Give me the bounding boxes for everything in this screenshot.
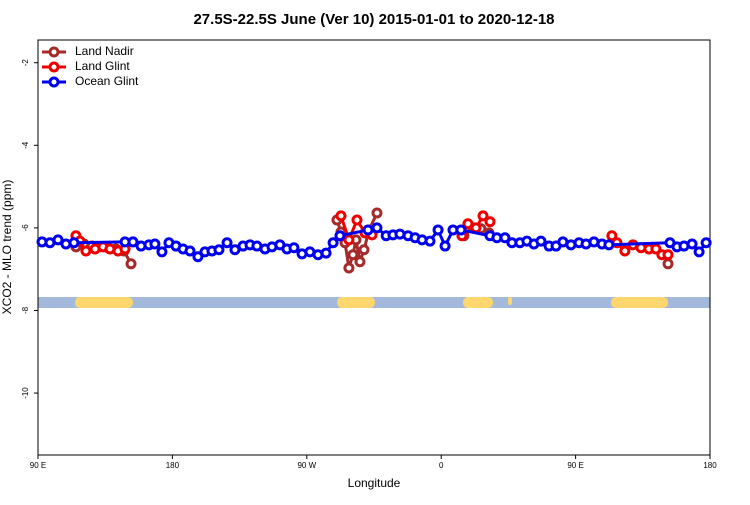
x-tick-label: 90 W [297,461,316,470]
data-point [358,244,370,256]
y-axis-label: XCO2 - MLO trend (ppm) [0,180,14,315]
data-point [606,230,618,242]
legend-label: Land Glint [75,59,130,73]
legend-marker [48,61,60,73]
data-point [462,218,474,230]
data-point [439,240,451,252]
x-tick-label: 180 [166,461,180,470]
y-tick-label: -6 [21,224,30,232]
data-point [686,238,698,250]
data-point [470,222,482,234]
y-tick-label: -2 [21,59,30,67]
data-point [432,224,444,236]
data-point [700,237,712,249]
x-tick-label: 0 [439,461,444,470]
legend-label: Ocean Glint [75,74,139,88]
data-point [288,242,300,254]
y-tick-label: -4 [21,141,30,149]
data-point [362,224,374,236]
y-tick-label: -10 [21,387,30,399]
data-point [662,249,674,261]
y-tick-label: -8 [21,306,30,314]
data-point [484,216,496,228]
chart-title: 27.5S-22.5S June (Ver 10) 2015-01-01 to … [193,11,554,28]
plot-frame [37,39,711,456]
data-point [477,210,489,222]
data-point [535,235,547,247]
data-point [662,258,674,270]
data-point [424,235,436,247]
data-point [327,237,339,249]
legend-marker [48,46,60,58]
data-point [125,258,137,270]
data-point [335,210,347,222]
data-point [354,256,366,268]
data-point [221,237,233,249]
data-point [68,237,80,249]
land-mask-strip [38,297,710,308]
data-point [334,230,346,242]
data-point [347,249,359,261]
data-point [52,234,64,246]
data-point [371,207,383,219]
data-point [213,244,225,256]
data-point [80,245,92,257]
land-strip [337,297,375,308]
data-point [693,246,705,258]
data-point [343,234,355,246]
x-axis-label: Longitude [348,476,401,490]
data-point [320,247,332,259]
land-strip [463,297,493,308]
data-point [619,245,631,257]
data-point [371,222,383,234]
data-point [229,244,241,256]
data-point [184,245,196,257]
data-point [156,246,168,258]
x-tick-label: 180 [703,461,717,470]
data-point [455,224,467,236]
land-strip [611,297,668,308]
data-point [499,232,511,244]
data-point [127,236,139,248]
data-point [149,238,161,250]
data-point [603,239,615,251]
land-strip [508,297,512,305]
data-point [343,262,355,274]
data-point [192,251,204,263]
legend-marker [48,76,60,88]
x-tick-label: 90 E [567,461,583,470]
land-strip [75,297,133,308]
legend-label: Land Nadir [75,44,134,58]
x-tick-label: 90 E [30,461,46,470]
data-point [351,214,363,226]
